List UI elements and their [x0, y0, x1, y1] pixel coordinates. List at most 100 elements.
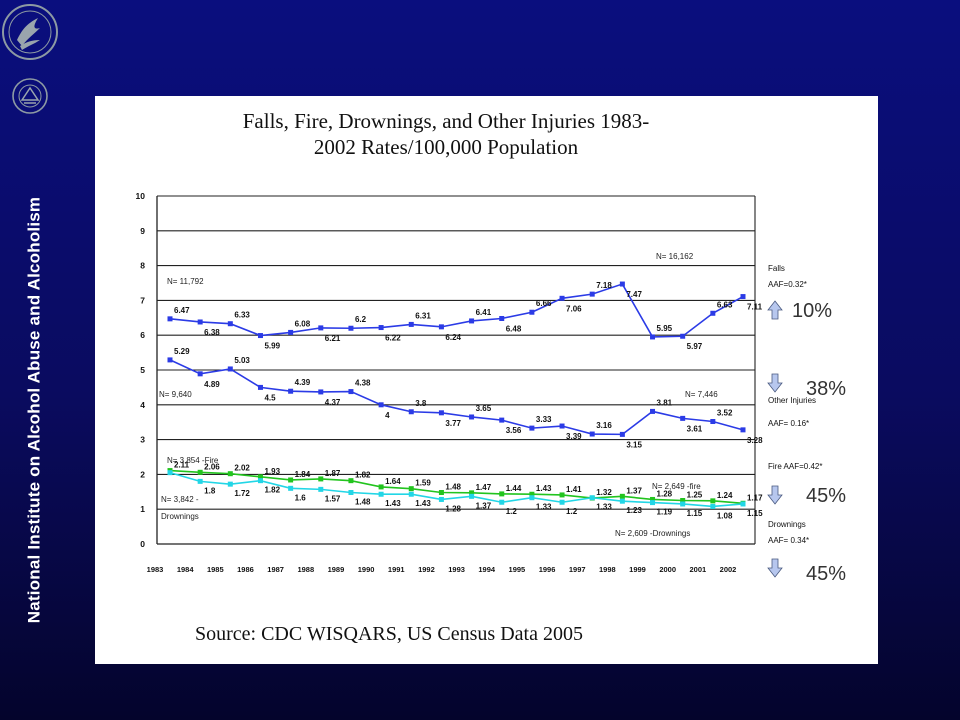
data-point [469, 318, 475, 324]
data-point [348, 478, 354, 484]
data-point [438, 324, 444, 330]
data-label: 1.43 [415, 499, 431, 508]
data-label: 1.57 [325, 494, 341, 503]
x-tick-label: 1997 [569, 565, 586, 574]
data-point [710, 498, 716, 504]
data-label: 4.38 [355, 379, 371, 388]
data-label: 6.21 [325, 334, 341, 343]
data-point [438, 410, 444, 416]
data-label: 3.56 [506, 426, 522, 435]
data-point [559, 492, 565, 498]
x-tick-label: 2000 [659, 565, 676, 574]
data-label: 4.89 [204, 380, 220, 389]
data-label: 1.84 [295, 470, 311, 479]
data-point [469, 493, 475, 499]
data-point [710, 310, 716, 316]
data-label: 1.23 [626, 506, 642, 515]
data-label: 1.6 [295, 493, 307, 502]
data-point [559, 423, 565, 429]
data-point [318, 325, 324, 331]
data-label: 4 [385, 411, 390, 420]
data-point [197, 478, 203, 484]
data-point [257, 333, 263, 339]
data-point [257, 474, 263, 480]
chart-title-line: Falls, Fire, Drownings, and Other Injuri… [243, 109, 650, 133]
data-label: 4.37 [325, 398, 341, 407]
data-point [529, 491, 535, 497]
data-label: 1.15 [687, 509, 703, 518]
data-point [529, 425, 535, 431]
data-label: 1.47 [476, 483, 492, 492]
annotation-other-n-end: N= 7,446 [685, 390, 718, 399]
data-point [499, 417, 505, 423]
data-point [499, 315, 505, 321]
y-tick-label: 1 [140, 504, 145, 514]
annotation-fire-n-start: N= 3,854 -Fire [167, 456, 219, 465]
x-tick-label: 1992 [418, 565, 435, 574]
data-point [680, 415, 686, 421]
data-point [378, 402, 384, 408]
data-label: 1.15 [747, 509, 763, 518]
data-label: 6.08 [295, 319, 311, 328]
data-point [680, 501, 686, 507]
data-point [469, 414, 475, 420]
legend-falls-aaf: AAF=0.32* [768, 280, 807, 289]
x-tick-label: 1995 [509, 565, 526, 574]
data-label: 1.93 [264, 467, 280, 476]
data-point [288, 388, 294, 394]
data-label: 1.2 [566, 507, 578, 516]
legend-drownings-name: Drownings [768, 520, 806, 529]
data-point [408, 486, 414, 492]
arrow-down-icon [767, 373, 783, 393]
data-point [680, 333, 686, 339]
data-label: 1.28 [657, 489, 673, 498]
data-point [318, 476, 324, 482]
data-point [650, 496, 656, 502]
data-point [438, 496, 444, 502]
legend-fire-pct: 45% [806, 485, 846, 507]
data-point [288, 329, 294, 335]
y-tick-label: 6 [140, 330, 145, 340]
data-point [167, 470, 173, 476]
data-label: 7.11 [747, 303, 763, 312]
sidebar-logos [0, 0, 80, 720]
data-label: 1.2 [506, 507, 518, 516]
data-label: 3.15 [626, 440, 642, 449]
data-point [650, 408, 656, 414]
data-label: 1.41 [566, 485, 582, 494]
chart-source: Source: CDC WISQARS, US Census Data 2005 [195, 623, 583, 645]
data-point [378, 325, 384, 331]
vertical-title: National Institute on Alcohol Abuse and … [14, 140, 54, 680]
arrow-down-icon [767, 485, 783, 505]
annotation-other-n-start: N= 9,640 [159, 390, 192, 399]
vertical-title-text: National Institute on Alcohol Abuse and … [24, 196, 43, 624]
data-point [589, 431, 595, 437]
data-point [740, 501, 746, 507]
data-label: 1.25 [687, 491, 703, 500]
data-point [227, 471, 233, 477]
data-point [740, 427, 746, 433]
annotation-drown-n-start-1: N= 3,842 - [161, 495, 199, 504]
data-label: 1.33 [536, 503, 552, 512]
data-label: 1.24 [717, 491, 733, 500]
data-label: 3.8 [415, 399, 427, 408]
data-point [167, 316, 173, 322]
sidebar-logo-svg [2, 4, 58, 114]
data-point [559, 295, 565, 301]
data-label: 3.28 [747, 436, 763, 445]
data-point [288, 477, 294, 483]
nih-seal-icon [12, 78, 48, 114]
data-label: 1.37 [626, 486, 642, 495]
data-point [257, 384, 263, 390]
data-point [710, 503, 716, 509]
data-label: 7.06 [566, 304, 582, 313]
data-point [318, 486, 324, 492]
data-label: 1.19 [657, 508, 673, 517]
data-point [197, 319, 203, 325]
chart-panel: Falls, Fire, Drownings, and Other Injuri… [95, 96, 878, 664]
x-tick-label: 1984 [177, 565, 195, 574]
data-point [257, 478, 263, 484]
data-label: 1.8 [204, 486, 216, 495]
data-label: 1.33 [596, 503, 612, 512]
y-tick-label: 7 [140, 295, 145, 305]
